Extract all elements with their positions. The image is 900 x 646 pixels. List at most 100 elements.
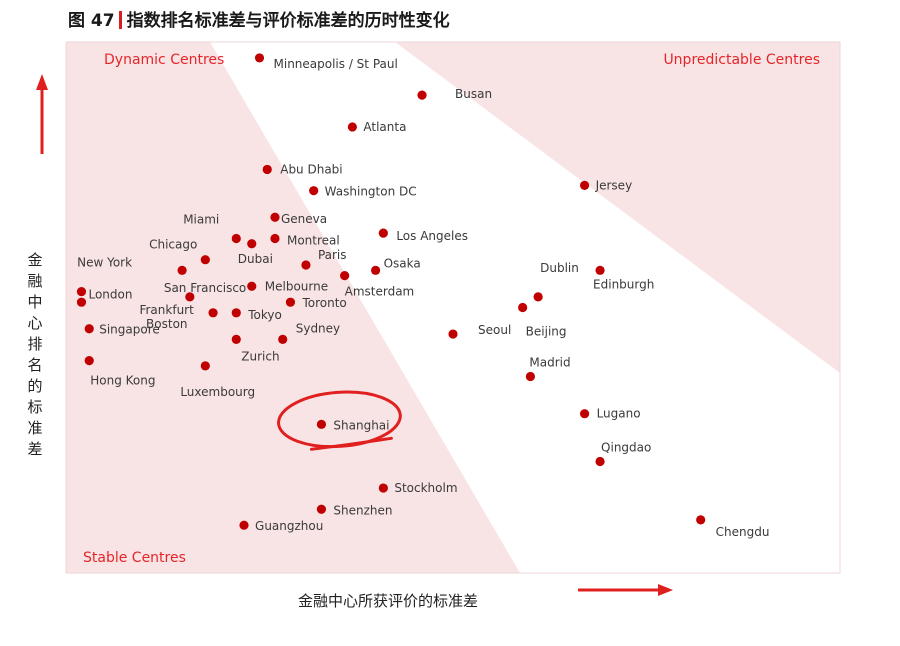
point-shenzhen: [316, 504, 327, 514]
point-washington-dc: [309, 186, 319, 196]
point-stockholm: [378, 483, 388, 493]
axis-arrows: [36, 74, 673, 596]
x-axis-arrow-head: [658, 584, 673, 596]
label-minneapolis-st-paul: Minneapolis / St Paul: [274, 57, 398, 71]
figure-title-text: 指数排名标准差与评价标准差的历时性变化: [126, 11, 450, 31]
point-paris: [301, 260, 311, 270]
label-frankfurt: Frankfurt: [139, 303, 194, 317]
zone-stable-dynamic: [66, 42, 520, 573]
point-chicago: [200, 255, 210, 265]
point-zurich: [231, 334, 241, 344]
point-shanghai: [316, 419, 327, 429]
point-frankfurt: [76, 297, 87, 307]
label-zurich: Zurich: [241, 349, 279, 363]
point-chengdu: [696, 515, 706, 525]
figure-title: 图 47 指数排名标准差与评价标准差的历时性变化: [68, 6, 450, 31]
label-jersey: Jersey: [595, 178, 633, 192]
point-san-francisco: [185, 292, 195, 302]
points-layer: [76, 53, 706, 530]
plot-border: [65, 41, 841, 574]
label-amsterdam: Amsterdam: [345, 285, 415, 299]
label-lugano: Lugano: [597, 407, 641, 421]
title-divider: [118, 11, 122, 29]
point-jersey: [579, 180, 590, 190]
figure-label: 图 47: [68, 11, 115, 31]
zone-layer: Dynamic Centres Unpredictable Centres Stab…: [65, 41, 841, 574]
point-los-angeles: [378, 228, 388, 238]
zone-label-stable-centres: Stable Centres: [83, 550, 186, 566]
label-new-york: New York: [77, 255, 132, 269]
label-atlanta: Atlanta: [363, 120, 406, 134]
point-london: [76, 286, 87, 297]
zone-label-dynamic-centres: Dynamic Centres: [104, 52, 224, 68]
label-hong-kong: Hong Kong: [90, 374, 155, 388]
label-chicago: Chicago: [149, 238, 197, 252]
y-axis-title: 金融中心排名的标准差: [27, 251, 43, 458]
point-lugano: [579, 409, 590, 419]
y-axis-arrow-head: [36, 74, 48, 90]
point-beijing: [518, 302, 528, 313]
label-washington-dc: Washington DC: [325, 185, 417, 199]
label-busan: Busan: [455, 87, 492, 101]
label-london: London: [88, 288, 132, 302]
label-dubai: Dubai: [238, 252, 273, 266]
point-guangzhou: [239, 520, 249, 530]
point-tokyo: [231, 308, 241, 318]
label-los-angeles: Los Angeles: [396, 229, 468, 243]
point-osaka: [371, 265, 381, 275]
highlight-layer: [277, 390, 402, 451]
label-abu-dhabi: Abu Dhabi: [280, 162, 342, 176]
label-osaka: Osaka: [384, 256, 421, 270]
highlight-underline: [309, 436, 393, 451]
label-montreal: Montreal: [287, 233, 340, 247]
label-toronto: Toronto: [301, 296, 346, 310]
point-geneva: [270, 212, 280, 222]
label-qingdao: Qingdao: [601, 440, 651, 454]
point-busan: [417, 90, 427, 100]
zone-label-unpredictable-centres: Unpredictable Centres: [663, 52, 820, 68]
point-miami: [231, 233, 241, 244]
label-melbourne: Melbourne: [265, 279, 328, 293]
label-shenzhen: Shenzhen: [333, 503, 392, 517]
point-seoul: [448, 329, 458, 339]
label-shanghai: Shanghai: [333, 418, 389, 432]
point-dubai: [247, 239, 257, 249]
point-atlanta: [347, 122, 357, 132]
label-singapore: Singapore: [99, 323, 160, 337]
point-qingdao: [595, 456, 605, 467]
label-paris: Paris: [318, 248, 347, 262]
label-stockholm: Stockholm: [394, 481, 457, 495]
label-dublin: Dublin: [540, 261, 579, 275]
label-tokyo: Tokyo: [247, 308, 282, 322]
point-new-york: [177, 265, 187, 275]
zone-unpredictable: [395, 42, 840, 373]
point-sydney: [278, 334, 288, 344]
point-hong-kong: [84, 356, 94, 366]
label-edinburgh: Edinburgh: [593, 277, 654, 291]
label-geneva: Geneva: [281, 212, 327, 226]
point-luxembourg: [200, 361, 210, 371]
label-luxembourg: Luxembourg: [180, 385, 255, 399]
point-boston: [208, 308, 218, 318]
point-minneapolis-st-paul: [254, 53, 265, 63]
label-chengdu: Chengdu: [716, 525, 770, 539]
point-amsterdam: [340, 271, 350, 281]
label-sydney: Sydney: [296, 321, 340, 335]
labels-layer: Minneapolis / St Paul Busan Atlanta Abu Dha…: [77, 57, 769, 539]
point-toronto: [285, 297, 296, 307]
point-melbourne: [247, 281, 257, 291]
point-madrid: [525, 371, 536, 382]
label-miami: Miami: [183, 212, 219, 226]
x-axis-title: 金融中心所获评价的标准差: [298, 592, 479, 610]
point-montreal: [270, 233, 280, 244]
label-seoul: Seoul: [478, 323, 511, 337]
label-madrid: Madrid: [529, 356, 570, 370]
label-beijing: Beijing: [526, 325, 567, 339]
point-abu-dhabi: [262, 164, 272, 175]
point-edinburgh: [595, 265, 605, 275]
point-singapore: [84, 324, 94, 334]
point-dublin: [533, 292, 543, 302]
label-boston: Boston: [146, 317, 187, 331]
label-guangzhou: Guangzhou: [255, 519, 323, 533]
